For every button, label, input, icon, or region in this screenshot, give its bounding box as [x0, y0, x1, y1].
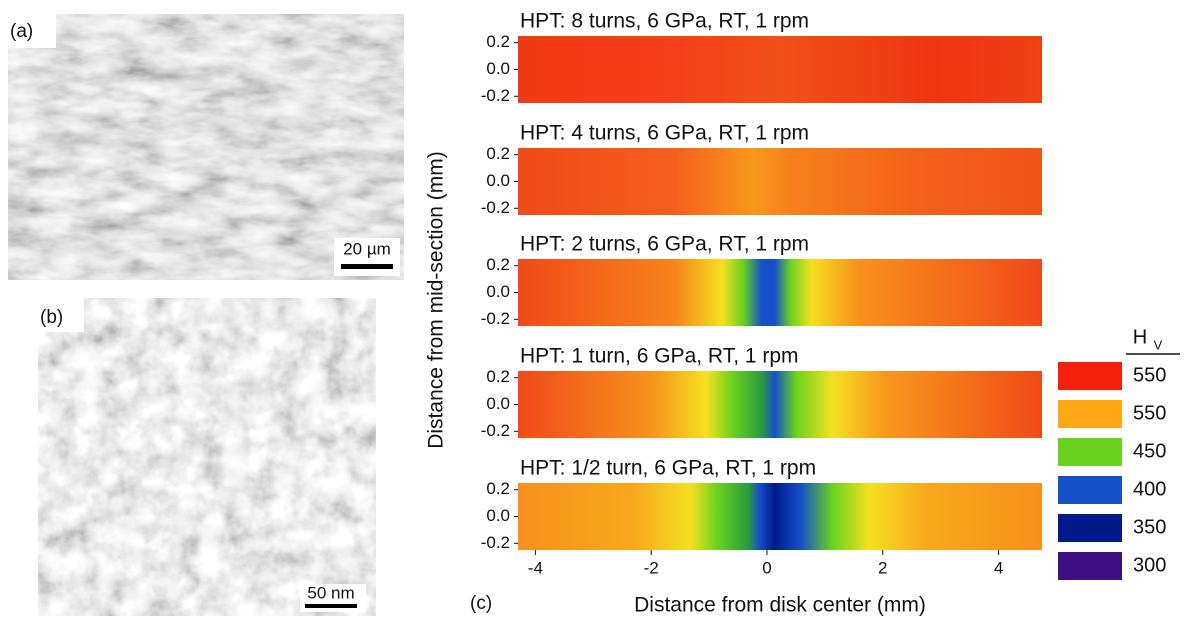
- scale-bar: [305, 604, 357, 608]
- micrograph-b: [38, 298, 376, 616]
- contour-map: [518, 148, 1042, 215]
- plot-title: HPT: 1/2 turn, 6 GPa, RT, 1 rpm: [520, 457, 816, 480]
- contour-map: [518, 259, 1042, 326]
- panel-label: (b): [40, 307, 63, 328]
- y-tick-label: 0.2: [486, 32, 510, 51]
- y-tick-label: -0.2: [481, 86, 510, 105]
- y-tick-label: 0.0: [486, 506, 510, 525]
- y-tick-label: 0.0: [486, 171, 510, 190]
- contour-map: [518, 483, 1042, 550]
- y-tick-label: 0.0: [486, 282, 510, 301]
- y-tick-label: 0.2: [486, 367, 510, 386]
- y-tick-label: 0.2: [486, 479, 510, 498]
- y-tick-label: -0.2: [481, 309, 510, 328]
- legend-label: 450: [1133, 440, 1166, 462]
- panel-label: (c): [470, 593, 492, 614]
- legend-label: 350: [1133, 516, 1166, 538]
- y-tick-label: -0.2: [481, 198, 510, 217]
- legend-label: 300: [1133, 554, 1166, 576]
- micrograph-a: [8, 14, 404, 280]
- y-axis-label: Distance from mid-section (mm): [425, 151, 448, 449]
- x-tick-label: 0: [762, 558, 771, 577]
- x-tick-label: 2: [878, 558, 887, 577]
- legend-swatch: [1058, 552, 1122, 580]
- y-tick-label: -0.2: [481, 421, 510, 440]
- scale-box: [334, 238, 400, 276]
- plot-title: HPT: 4 turns, 6 GPa, RT, 1 rpm: [520, 122, 809, 145]
- label-box: [8, 14, 56, 48]
- panel-label: (a): [10, 21, 33, 42]
- legend-swatch: [1058, 476, 1122, 504]
- legend-title: H: [1133, 326, 1147, 348]
- contour-map: [518, 371, 1042, 438]
- x-tick-label: -2: [644, 558, 659, 577]
- plot-title: HPT: 8 turns, 6 GPa, RT, 1 rpm: [520, 10, 809, 33]
- y-tick-label: -0.2: [481, 533, 510, 552]
- legend-swatch: [1058, 362, 1122, 390]
- x-axis-label: Distance from disk center (mm): [634, 594, 926, 617]
- legend-title-sub: V: [1154, 337, 1163, 352]
- plot-title: HPT: 1 turn, 6 GPa, RT, 1 rpm: [520, 345, 799, 368]
- plot-title: HPT: 2 turns, 6 GPa, RT, 1 rpm: [520, 233, 809, 256]
- y-tick-label: 0.0: [486, 59, 510, 78]
- x-tick-label: -4: [528, 558, 543, 577]
- legend-swatch: [1058, 514, 1122, 542]
- legend-swatch: [1058, 400, 1122, 428]
- legend-label: 550: [1133, 364, 1166, 386]
- y-tick-label: 0.0: [486, 394, 510, 413]
- x-tick-label: 4: [994, 558, 1003, 577]
- legend-swatch: [1058, 438, 1122, 466]
- scale-bar: [341, 264, 393, 269]
- contour-map: [518, 36, 1042, 103]
- y-tick-label: 0.2: [486, 255, 510, 274]
- label-box: [38, 298, 84, 332]
- legend-label: 550: [1133, 402, 1166, 424]
- y-tick-label: 0.2: [486, 144, 510, 163]
- scale-bar-label: 50 nm: [307, 583, 354, 602]
- legend-label: 400: [1133, 478, 1166, 500]
- scale-bar-label: 20 µm: [343, 239, 391, 258]
